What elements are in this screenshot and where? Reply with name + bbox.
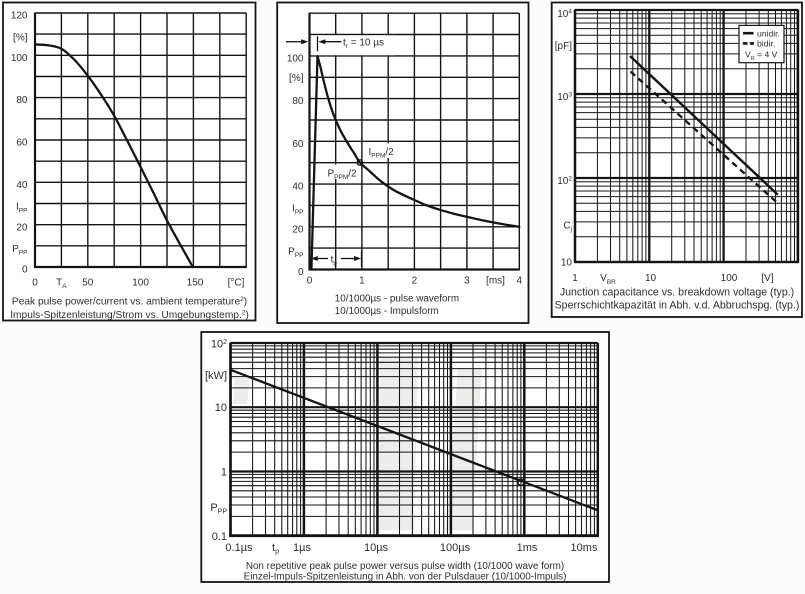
svg-text:1ms: 1ms xyxy=(517,542,538,554)
svg-text:100: 100 xyxy=(11,53,28,64)
svg-text:Cj: Cj xyxy=(563,221,572,234)
svg-text:102: 102 xyxy=(211,339,227,351)
svg-text:[ms]: [ms] xyxy=(486,275,505,286)
svg-text:Impuls-Spitzenleistung/Strom v: Impuls-Spitzenleistung/Strom vs. Umgebun… xyxy=(10,309,249,321)
svg-text:0: 0 xyxy=(307,275,313,286)
svg-text:10: 10 xyxy=(645,273,657,284)
svg-text:80: 80 xyxy=(292,96,304,107)
svg-text:40: 40 xyxy=(16,180,28,191)
svg-text:10/1000µs - Impulsform: 10/1000µs - Impulsform xyxy=(335,306,439,317)
svg-text:Non repetitive peak pulse powe: Non repetitive peak pulse power versus p… xyxy=(246,561,564,572)
svg-text:10ms: 10ms xyxy=(571,542,598,554)
svg-text:100: 100 xyxy=(132,278,149,289)
svg-text:IPP: IPP xyxy=(292,204,303,217)
svg-text:[kW]: [kW] xyxy=(205,370,227,382)
svg-text:1µs: 1µs xyxy=(293,542,311,554)
svg-text:[%]: [%] xyxy=(13,32,28,43)
svg-text:1: 1 xyxy=(221,467,227,479)
svg-text:102: 102 xyxy=(557,176,572,188)
svg-text:10µs: 10µs xyxy=(364,542,389,554)
svg-text:10/1000µs - pulse waveform: 10/1000µs - pulse waveform xyxy=(335,293,459,304)
svg-text:3: 3 xyxy=(464,275,470,286)
svg-text:0.1µs: 0.1µs xyxy=(225,542,253,554)
svg-text:103: 103 xyxy=(557,92,572,104)
svg-text:2: 2 xyxy=(412,275,418,286)
svg-text:104: 104 xyxy=(557,9,572,21)
svg-text:20: 20 xyxy=(292,224,304,235)
svg-text:bidir.: bidir. xyxy=(757,39,775,49)
svg-text:Einzel-Impuls-Spitzenleistung: Einzel-Impuls-Spitzenleistung in Abh. vo… xyxy=(244,572,567,583)
svg-text:0.1: 0.1 xyxy=(212,531,227,543)
svg-text:TA: TA xyxy=(56,278,67,291)
svg-text:1: 1 xyxy=(572,273,578,284)
svg-text:tp: tp xyxy=(272,542,279,556)
svg-text:100µs: 100µs xyxy=(440,542,471,554)
svg-text:40: 40 xyxy=(292,182,304,193)
svg-text:120: 120 xyxy=(11,11,28,22)
svg-text:[pF]: [pF] xyxy=(555,41,572,52)
svg-text:60: 60 xyxy=(16,138,28,149)
svg-text:60: 60 xyxy=(292,139,304,150)
svg-text:[%]: [%] xyxy=(289,73,304,84)
svg-text:1: 1 xyxy=(359,275,365,286)
svg-text:0: 0 xyxy=(32,278,38,289)
svg-text:Peak pulse power/current vs. a: Peak pulse power/current vs. ambient tem… xyxy=(12,296,247,308)
svg-text:0: 0 xyxy=(22,265,28,276)
svg-text:4: 4 xyxy=(517,275,523,286)
svg-text:100: 100 xyxy=(721,273,738,284)
svg-text:50: 50 xyxy=(82,278,94,289)
svg-text:10: 10 xyxy=(561,258,573,269)
svg-text:tp: tp xyxy=(331,254,338,267)
svg-text:80: 80 xyxy=(16,95,28,106)
svg-text:150: 150 xyxy=(187,278,204,289)
svg-text:Sperrschichtkapazität in Abh.: Sperrschichtkapazität in Abh. v.d. Abbru… xyxy=(555,299,800,311)
svg-text:100: 100 xyxy=(287,54,304,65)
svg-text:[V]: [V] xyxy=(761,273,773,284)
svg-text:IPP: IPP xyxy=(16,202,27,215)
svg-text:Junction capacitance vs. break: Junction capacitance vs. breakdown volta… xyxy=(560,287,794,299)
svg-text:tr = 10 µs: tr = 10 µs xyxy=(343,38,384,51)
svg-text:20: 20 xyxy=(16,222,28,233)
svg-text:10: 10 xyxy=(215,402,227,414)
svg-text:0: 0 xyxy=(298,267,304,278)
svg-text:[°C]: [°C] xyxy=(228,278,245,289)
svg-text:unidir.: unidir. xyxy=(757,28,780,38)
